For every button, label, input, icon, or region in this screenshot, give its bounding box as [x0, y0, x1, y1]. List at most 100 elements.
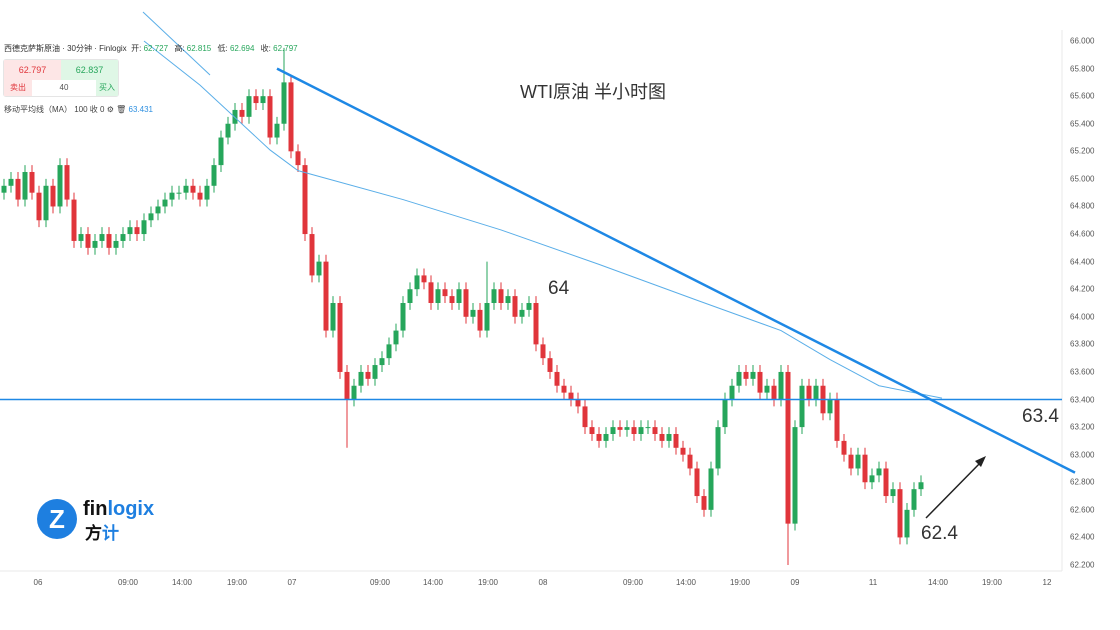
candle-body — [337, 303, 343, 372]
sell-button[interactable]: 卖出 — [4, 80, 32, 96]
candle-body — [890, 489, 896, 497]
y-tick-label: 63.200 — [1070, 422, 1095, 432]
annotation-64: 64 — [548, 278, 570, 299]
y-tick-label: 64.600 — [1070, 229, 1095, 239]
candle-body — [869, 475, 875, 483]
candle-body — [757, 371, 763, 393]
candle-body — [218, 137, 224, 166]
buy-price-button[interactable]: 62.837 — [61, 60, 118, 80]
candle-body — [855, 454, 861, 469]
candle-body — [813, 385, 819, 400]
x-tick-label: 09:00 — [369, 578, 391, 587]
ma100-line-top — [142, 11, 211, 76]
candle-body — [365, 371, 371, 379]
candle-body — [372, 365, 378, 379]
candle-body — [505, 296, 511, 303]
candle-body — [309, 234, 315, 276]
candle-body — [652, 427, 658, 434]
candle-body — [589, 427, 595, 434]
candle-body — [848, 454, 854, 469]
candle-body — [442, 289, 448, 297]
indicator-value: 63.431 — [128, 105, 153, 114]
candle-body — [463, 289, 469, 317]
candle-body — [540, 344, 546, 359]
x-tick-label: 06 — [33, 578, 43, 587]
candle-body — [771, 385, 777, 400]
candle-body — [274, 123, 280, 138]
candle-body — [386, 344, 392, 359]
arrow-annotation — [925, 456, 986, 519]
candle-body — [778, 371, 784, 400]
y-tick-label: 64.400 — [1070, 257, 1095, 267]
delete-icon[interactable]: 🗑 — [116, 105, 127, 114]
candle-body — [281, 82, 287, 124]
candle-body — [197, 192, 203, 200]
candle-body — [428, 282, 434, 303]
candle-body — [85, 234, 91, 248]
candle-body — [708, 468, 714, 510]
candle-body — [456, 289, 462, 303]
candle-body — [36, 192, 42, 221]
buy-button[interactable]: 买入 — [96, 80, 118, 96]
candle-body — [806, 385, 812, 400]
candle-body — [645, 427, 651, 429]
candle-body — [498, 289, 504, 303]
candle-body — [344, 371, 350, 400]
candle-body — [673, 434, 679, 448]
candle-body — [624, 427, 630, 430]
candle-body — [799, 385, 805, 428]
logo-mark-icon: Z — [37, 499, 77, 539]
candle-body — [785, 371, 791, 524]
x-tick-label: 11 — [868, 578, 878, 587]
y-tick-label: 63.600 — [1070, 367, 1095, 377]
candle-body — [407, 289, 413, 303]
x-tick-label: 19:00 — [729, 578, 751, 587]
y-tick-label: 65.600 — [1070, 91, 1095, 101]
x-tick-label: 12 — [1042, 578, 1052, 587]
candle-body — [15, 178, 21, 200]
candle-body — [267, 96, 273, 138]
y-tick-label: 64.200 — [1070, 284, 1095, 294]
candle-body — [582, 406, 588, 428]
candle-body — [883, 468, 889, 497]
candle-body — [533, 303, 539, 345]
logo-text: finlogix — [83, 498, 155, 520]
candle-body — [393, 330, 399, 345]
x-tick-label: 14:00 — [675, 578, 697, 587]
candle-body — [57, 165, 63, 207]
candle-body — [190, 185, 196, 193]
candle-body — [610, 427, 616, 434]
candle-body — [358, 371, 364, 386]
settings-icon[interactable]: ⚙ — [106, 105, 114, 114]
candle-body — [1, 185, 7, 193]
candle-body — [127, 227, 133, 235]
candle-body — [876, 468, 882, 476]
x-tick-label: 07 — [287, 578, 297, 587]
candle-body — [120, 234, 126, 241]
candle-body — [260, 96, 266, 104]
y-tick-label: 63.000 — [1070, 450, 1095, 460]
candle-body — [176, 192, 182, 194]
sell-price-button[interactable]: 62.797 — [4, 60, 61, 80]
y-tick-label: 66.000 — [1070, 36, 1095, 46]
quantity-input[interactable]: 40 — [59, 83, 69, 92]
candle-body — [561, 385, 567, 393]
candle-body — [470, 309, 476, 317]
open-value: 62.727 — [143, 44, 169, 53]
candle-body — [897, 489, 903, 538]
y-tick-label: 62.800 — [1070, 477, 1095, 487]
candle-body — [638, 427, 644, 434]
x-tick-label: 14:00 — [422, 578, 444, 587]
y-tick-label: 62.400 — [1070, 532, 1095, 542]
candle-body — [204, 185, 210, 200]
high-value: 62.815 — [186, 44, 212, 53]
y-tick-label: 63.800 — [1070, 339, 1095, 349]
x-tick-label: 09:00 — [622, 578, 644, 587]
candle-body — [183, 185, 189, 193]
candle-body — [435, 289, 441, 303]
candle-body — [841, 440, 847, 455]
downtrend-line[interactable] — [276, 67, 1076, 474]
close-label: 收: — [260, 44, 271, 53]
